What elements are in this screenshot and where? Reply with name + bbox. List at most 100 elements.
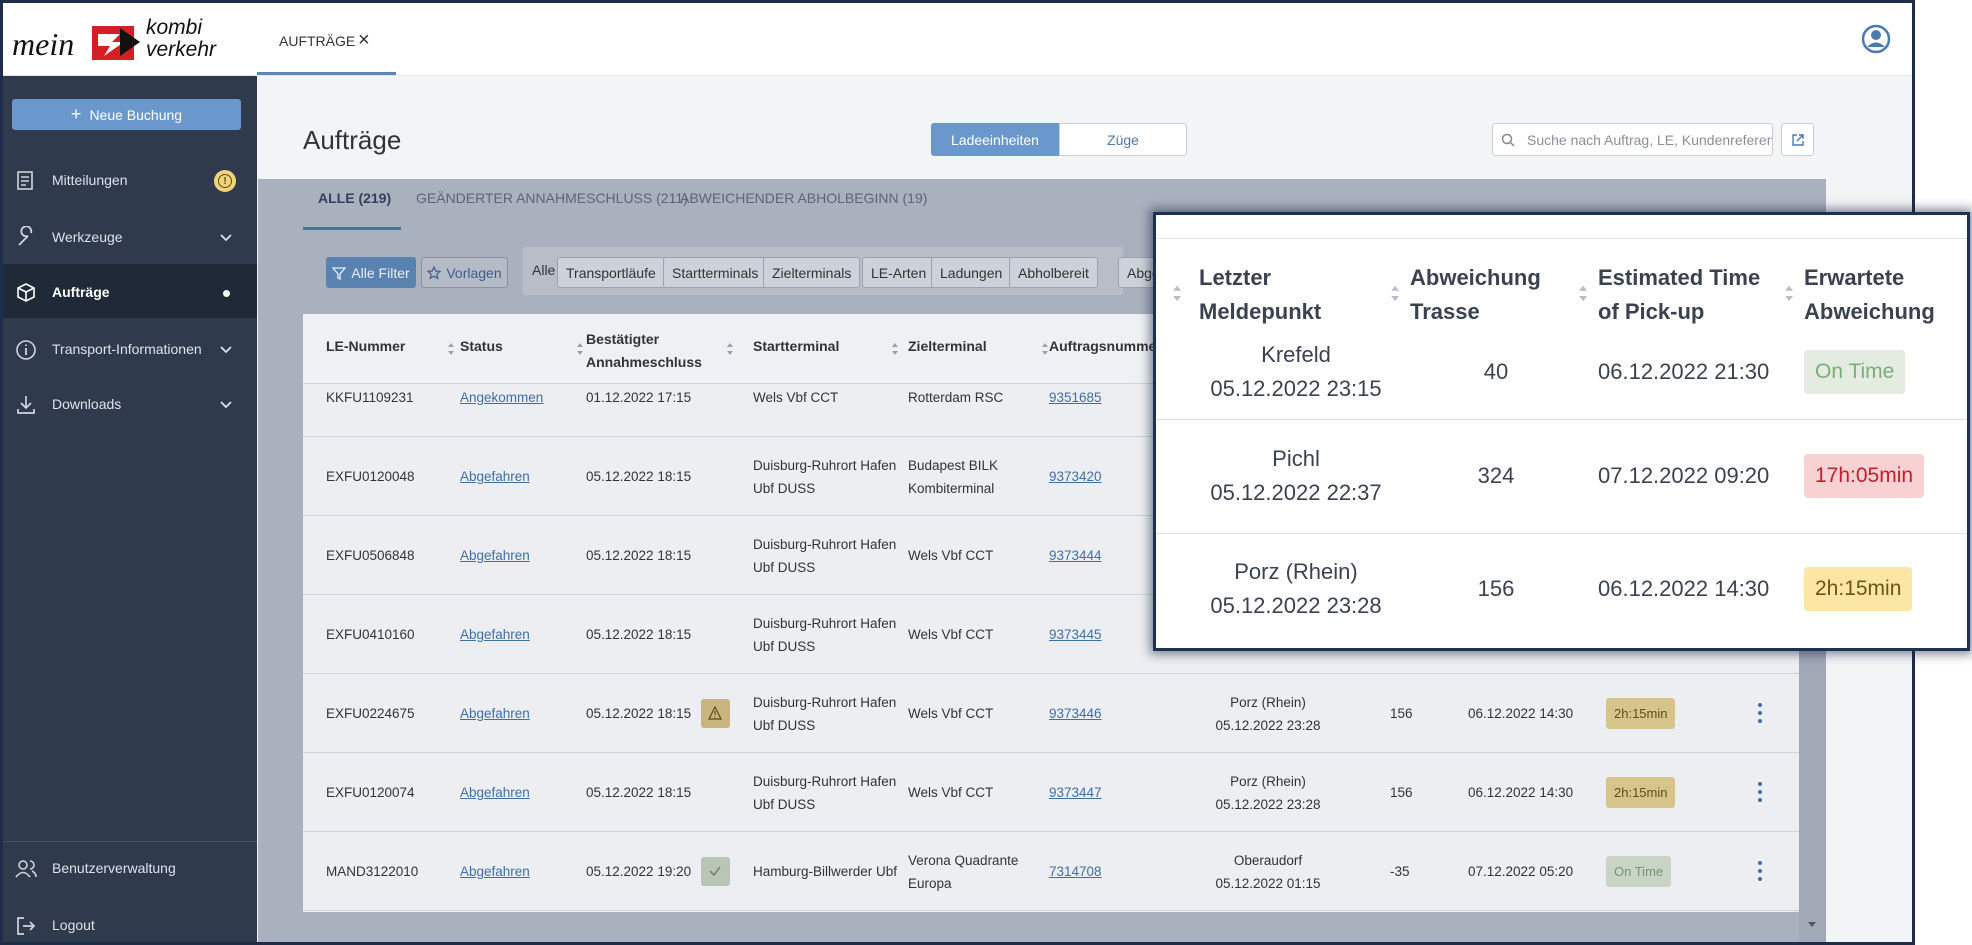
le-number: EXFU0506848: [326, 516, 415, 595]
callout-deviation-text: 324: [1477, 463, 1515, 488]
row-menu[interactable]: [1756, 702, 1764, 724]
tab-close[interactable]: ×: [358, 29, 370, 51]
status-link-text[interactable]: Abgefahren: [460, 627, 530, 642]
confirmed-date-text: 01.12.2022 17:15: [586, 390, 692, 405]
status-link-text[interactable]: Abgefahren: [460, 469, 530, 484]
status-tab[interactable]: GEÄNDERTER ANNAHMESCHLUSS (211): [416, 190, 688, 206]
external-link-button[interactable]: [1781, 123, 1814, 156]
confirmed-date-text: 05.12.2022 18:15: [586, 706, 692, 721]
status-link-text[interactable]: Abgefahren: [460, 548, 530, 563]
order-link-text[interactable]: 9373446: [1049, 706, 1102, 721]
menu-item[interactable]: Aufträge: [52, 284, 110, 300]
target-terminal-text: Rotterdam RSC: [908, 390, 1004, 405]
callout-last-point: Krefeld 05.12.2022 23:15: [1176, 332, 1416, 412]
table-body: KKFU1109231 Angekommen 01.12.2022 17:15 Wel…: [303, 384, 1799, 912]
deviation-badge-text: 2h:15min: [1614, 706, 1668, 721]
status-link-text[interactable]: Abgefahren: [460, 864, 530, 879]
start-terminal-text: Duisburg-Ruhrort Hafen Ubf DUSS: [753, 773, 897, 812]
order-link-text[interactable]: 9373447: [1049, 785, 1102, 800]
view-toggle[interactable]: Ladeeinheiten: [931, 123, 1059, 156]
target-terminal-text: Budapest BILK Kombiterminal: [908, 457, 999, 496]
sort-icon: [727, 343, 733, 355]
filter-chip[interactable]: Ladungen: [931, 257, 1012, 288]
menu-icon: [17, 396, 35, 414]
menu-item[interactable]: Transport-Informationen: [52, 341, 202, 357]
target-terminal: Wels Vbf CCT: [908, 674, 1033, 753]
chip-label: Abge: [1127, 264, 1160, 281]
callout-deviation-text: 156: [1477, 576, 1515, 601]
order-link-text[interactable]: 9373445: [1049, 627, 1102, 642]
menu-item[interactable]: Logout: [52, 917, 95, 933]
order-link: 9373445: [1049, 595, 1102, 674]
status-link: Abgefahren: [460, 674, 530, 753]
chip-label: Zielterminals: [772, 264, 852, 281]
row-menu[interactable]: [1756, 860, 1764, 882]
chip-label: LE-Arten: [871, 264, 927, 281]
status-tab[interactable]: ABWEICHENDER ABHOLBEGINN (19): [680, 190, 928, 206]
route-deviation-text: -35: [1390, 864, 1410, 879]
status-tab[interactable]: ALLE (219): [318, 190, 392, 206]
order-link-text[interactable]: 9351685: [1049, 390, 1102, 405]
status-link-text[interactable]: Abgefahren: [460, 785, 530, 800]
row-menu[interactable]: [1756, 781, 1764, 803]
callout-deviation-text: 40: [1483, 359, 1509, 384]
confirmed-date: 05.12.2022 19:20: [586, 832, 691, 911]
chip-label: Startterminals: [672, 264, 759, 281]
target-terminal: Budapest BILK Kombiterminal: [908, 437, 1033, 516]
filter-chip[interactable]: Zielterminals: [763, 257, 861, 288]
callout-last-point-name: Pichl: [1272, 446, 1320, 471]
route-deviation-text: 156: [1390, 785, 1413, 800]
notification-badge: !: [214, 170, 236, 192]
le-number-text: EXFU0120074: [326, 785, 415, 800]
menu-item[interactable]: Werkzeuge: [52, 229, 123, 245]
confirmed-date: 01.12.2022 17:15: [586, 384, 691, 437]
deviation-badge-text: 2h:15min: [1614, 785, 1668, 800]
callout-pickup-time: 07.12.2022 09:20: [1598, 463, 1770, 488]
order-link-text[interactable]: 7314708: [1049, 864, 1102, 879]
filter-chip[interactable]: Startterminals: [663, 257, 768, 288]
new-booking-button[interactable]: + Neue Buchung: [12, 99, 241, 130]
check-icon: [709, 866, 721, 877]
target-terminal-text: Wels Vbf CCT: [908, 706, 994, 721]
menu-icon: [17, 171, 33, 190]
view-toggle[interactable]: Züge: [1059, 123, 1187, 156]
order-link-text[interactable]: 9373444: [1049, 548, 1102, 563]
target-terminal-text: Wels Vbf CCT: [908, 548, 994, 563]
filter-chip[interactable]: Abholbereit: [1009, 257, 1098, 288]
callout-row-divider: [1156, 419, 1967, 420]
callout-column-header: Trasse: [1410, 299, 1480, 324]
sort-icon: [1579, 285, 1587, 302]
menu-item[interactable]: Mitteilungen: [52, 172, 128, 188]
menu-item[interactable]: Benutzerverwaltung: [52, 860, 176, 876]
status-link-text[interactable]: Angekommen: [460, 390, 544, 405]
callout-divider: [1156, 238, 1967, 239]
column-header: Zielterminal: [908, 338, 987, 354]
target-terminal-text: Wels Vbf CCT: [908, 627, 994, 642]
sort-icon: [1173, 285, 1181, 302]
templates-button[interactable]: Vorlagen: [421, 257, 508, 288]
target-terminal-text: Verona Quadrante Europa: [908, 852, 1019, 891]
order-link: 9373447: [1049, 753, 1102, 832]
sort-icon: [1785, 285, 1793, 302]
logo-verkehr: verkehr: [146, 38, 217, 61]
filter-chip[interactable]: LE-Arten: [862, 257, 936, 288]
active-dot: [223, 290, 230, 297]
filter-chip[interactable]: Transportläufe: [557, 257, 665, 288]
table-row: KKFU1109231 Angekommen 01.12.2022 17:15 Wel…: [303, 384, 1799, 437]
order-link-text[interactable]: 9373420: [1049, 469, 1102, 484]
order-link: 9373444: [1049, 516, 1102, 595]
column-header: Bestätigter Annahmeschluss: [586, 331, 702, 370]
callout-row-divider: [1156, 533, 1967, 534]
search-box[interactable]: Suche nach Auftrag, LE, Kundenreferenz: [1492, 123, 1773, 156]
nav-tab[interactable]: AUFTRÄGE: [279, 33, 356, 49]
menu-item[interactable]: Downloads: [52, 396, 122, 412]
warning-icon: [708, 706, 722, 720]
all-filters-button[interactable]: Alle Filter: [326, 257, 416, 288]
le-number-text: EXFU0224675: [326, 706, 415, 721]
top-bar: [0, 0, 1912, 76]
logo-mark: [92, 26, 140, 60]
le-number: EXFU0224675: [326, 674, 415, 753]
callout-column-header: Abweichung: [1804, 299, 1935, 324]
callout-last-point-time: 05.12.2022 23:15: [1210, 376, 1382, 401]
status-link-text[interactable]: Abgefahren: [460, 706, 530, 721]
